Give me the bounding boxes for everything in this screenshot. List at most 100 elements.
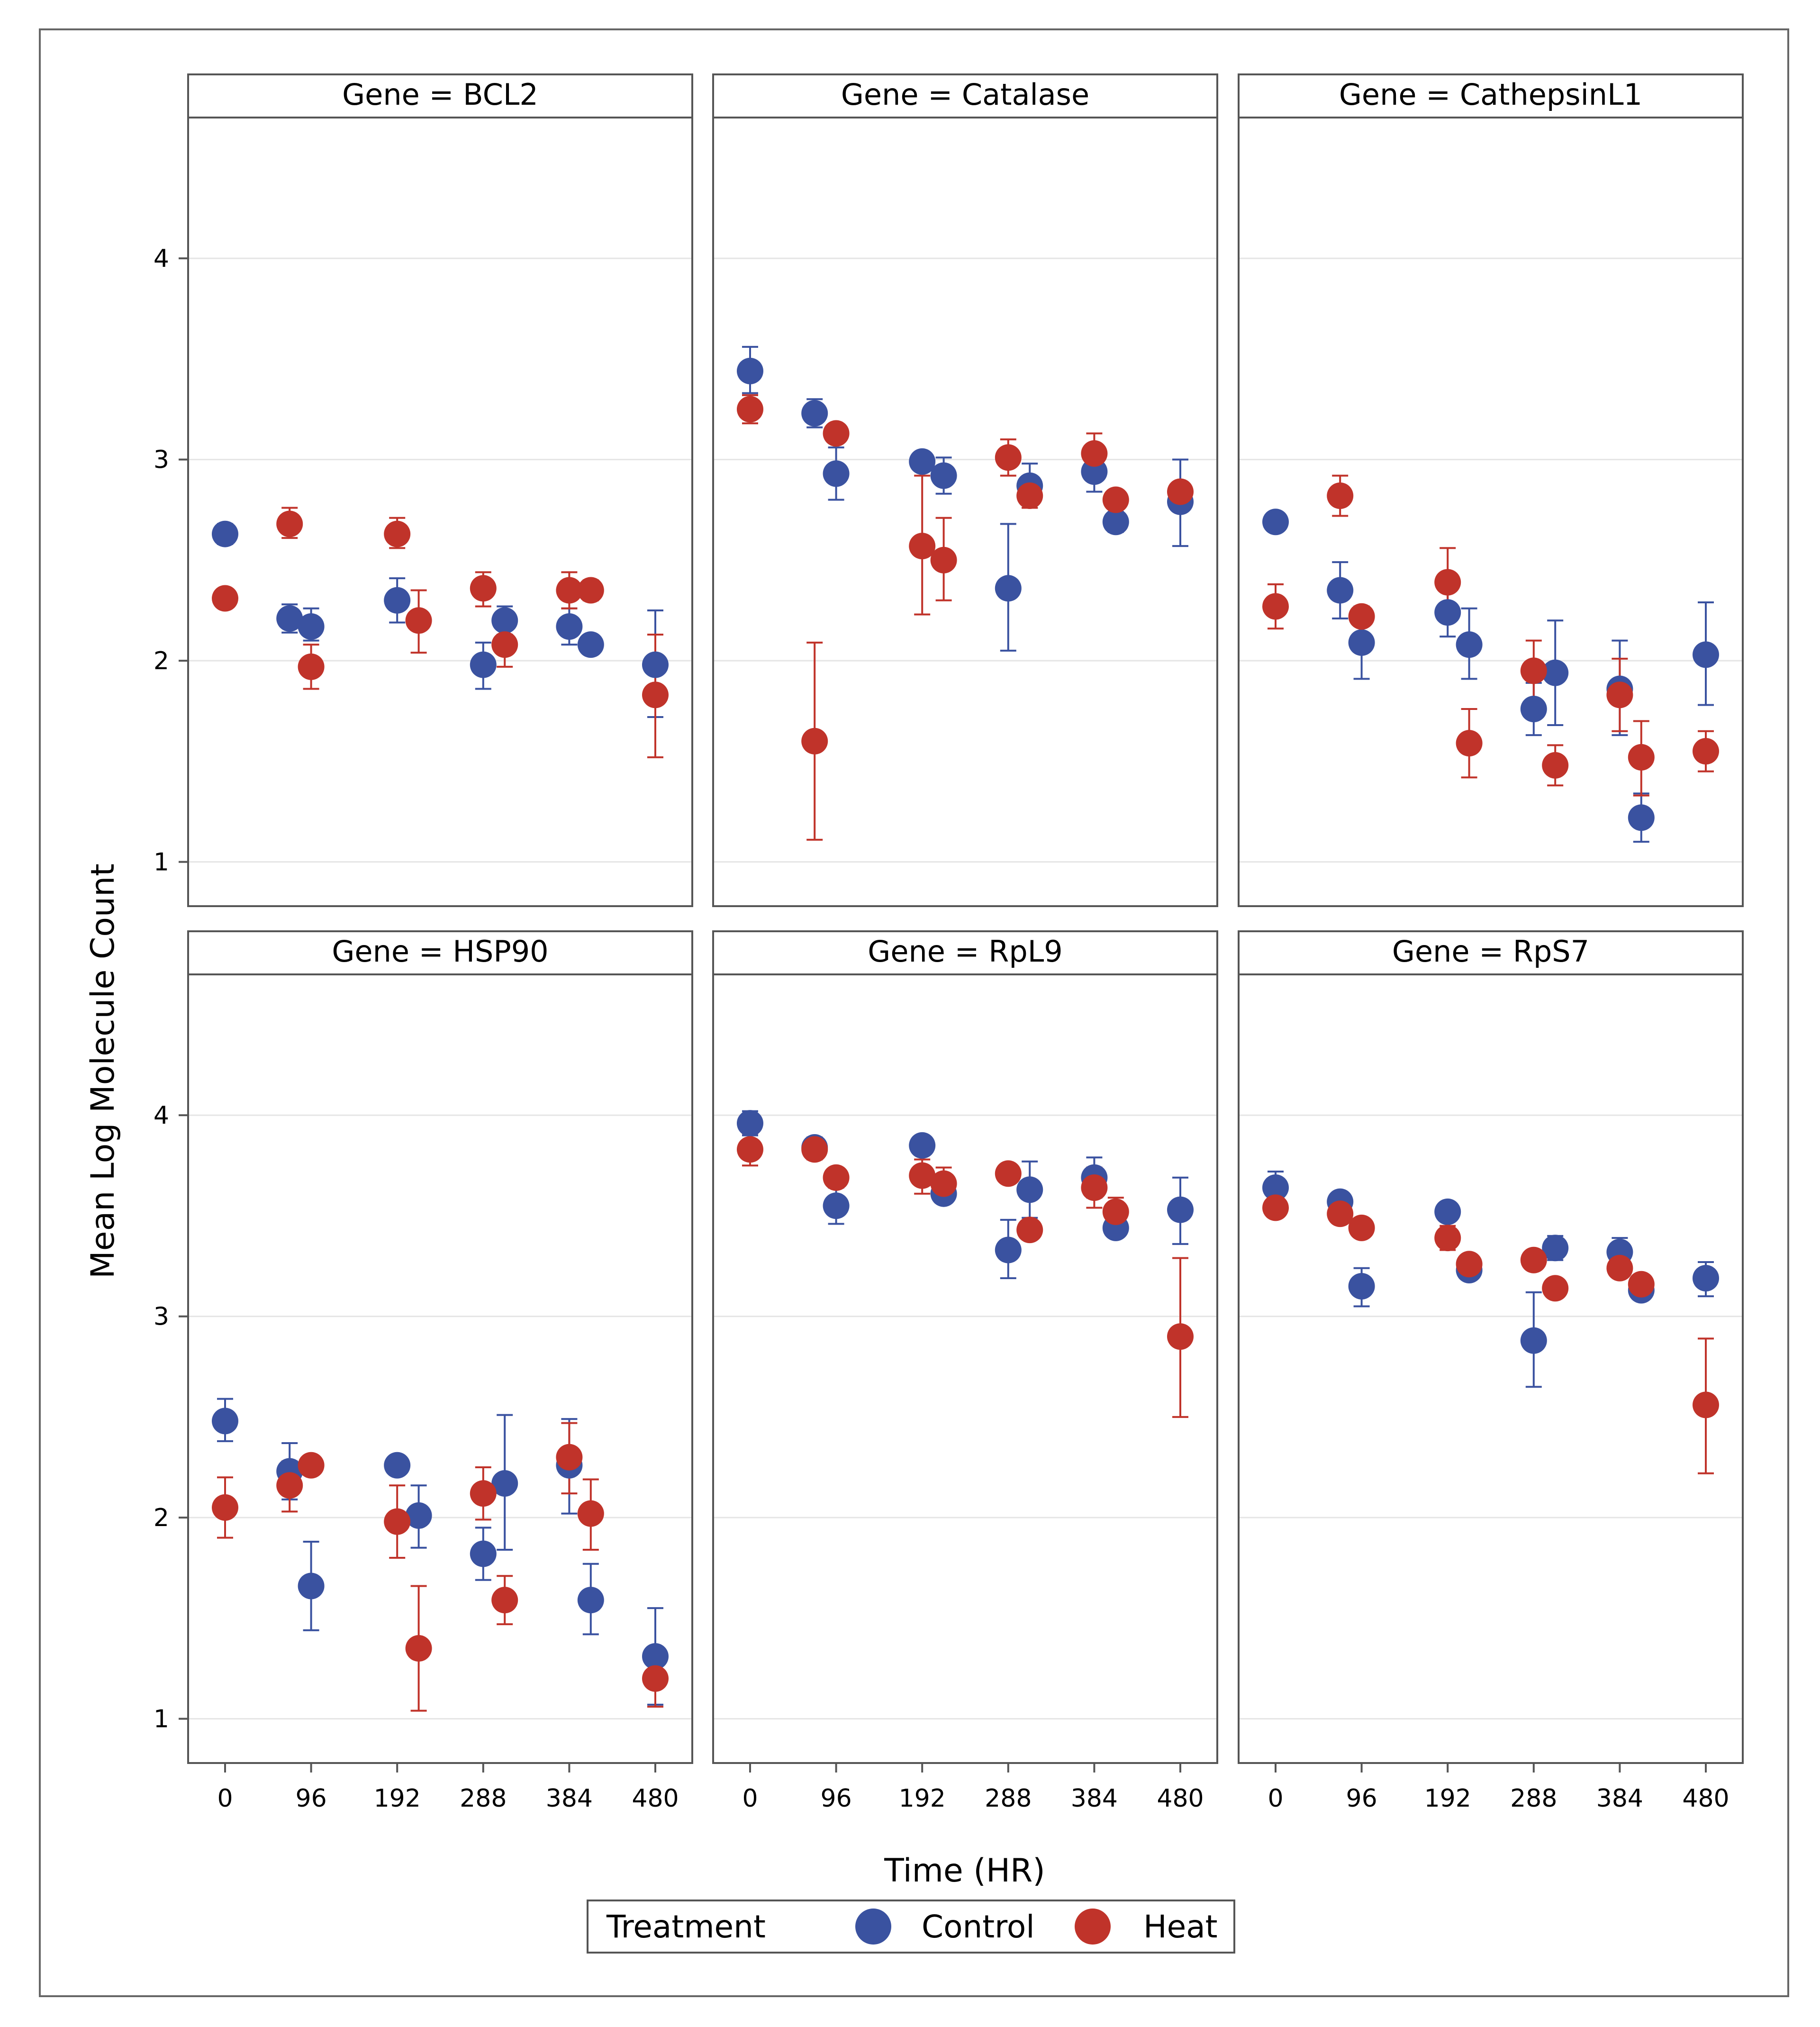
point-control [909,1132,936,1159]
point-control [1520,1327,1547,1354]
point-heat [1693,1391,1719,1418]
point-heat [909,1162,936,1189]
point-heat [1606,1254,1633,1282]
point-heat [909,533,936,560]
point-heat [1081,1174,1108,1201]
x-tick-label: 192 [374,1784,421,1813]
y-tick-label: 3 [154,446,169,474]
point-control [212,1408,238,1435]
point-control [556,613,583,640]
panel-header [1238,930,1744,975]
x-tick-label: 96 [821,1784,852,1813]
point-control [1262,1174,1289,1201]
panel: Gene = RpS7 [1238,930,1744,1764]
point-control [384,587,411,614]
point-heat [930,1170,957,1197]
point-heat [801,1136,828,1163]
point-heat [298,1452,325,1479]
point-control [212,520,238,547]
y-tick-label: 1 [154,1705,169,1734]
plot-area [1238,973,1744,1764]
point-heat [737,396,763,423]
point-heat [556,1444,583,1471]
plot-area [187,973,693,1764]
point-control [470,651,497,678]
point-heat [1693,738,1719,765]
point-control [1542,659,1569,686]
panel: Gene = BCL2 [187,73,693,907]
point-heat [1102,486,1129,513]
point-heat [491,1587,518,1614]
legend-marker-control [855,1909,891,1945]
point-heat [212,585,238,612]
point-heat [642,682,669,709]
x-tick-label: 480 [1682,1784,1729,1813]
point-heat [298,653,325,680]
point-heat [405,1635,432,1662]
point-heat [1167,1323,1194,1350]
y-tick-label: 2 [154,647,169,675]
point-heat [1520,657,1547,684]
y-tick-label: 1 [154,848,169,877]
point-control [801,400,828,427]
point-control [298,1573,325,1600]
point-heat [930,546,957,573]
point-control [823,460,850,487]
x-tick-label: 384 [1071,1784,1118,1813]
point-control [1520,696,1547,722]
point-heat [276,1472,303,1499]
panel-header [187,930,693,975]
point-heat [801,727,828,754]
y-tick-label: 2 [154,1504,169,1532]
point-control [1262,509,1289,536]
point-heat [1456,1251,1483,1278]
point-heat [823,1164,850,1191]
point-control [491,1470,518,1497]
point-control [1327,577,1354,604]
y-axis-title: Mean Log Molecule Count [84,864,122,1279]
point-heat [642,1665,669,1692]
point-heat [212,1494,238,1521]
point-heat [1542,1275,1569,1302]
legend: Treatment Control Heat [587,1900,1235,1954]
point-control [642,1643,669,1670]
y-tick-label: 4 [154,245,169,273]
legend-box [587,1900,1235,1954]
point-heat [1348,1214,1375,1241]
point-heat [737,1136,763,1163]
legend-label-control: Control [922,1909,1035,1945]
point-control [737,1110,763,1137]
x-tick-label: 288 [460,1784,507,1813]
point-heat [1520,1246,1547,1273]
point-control [577,1587,604,1614]
point-heat [1262,1194,1289,1221]
point-control [823,1192,850,1219]
point-control [1434,1198,1461,1225]
panel: Gene = Catalase [712,73,1218,907]
point-control [577,631,604,658]
plot-area [712,117,1218,907]
x-tick-label: 0 [217,1784,233,1813]
panel-title: Gene = BCL2 [342,77,538,112]
panel-title: Gene = CathepsinL1 [1339,77,1642,112]
x-tick-label: 384 [1596,1784,1643,1813]
point-heat [1102,1198,1129,1225]
x-tick-label: 192 [1424,1784,1471,1813]
plot-area [712,973,1218,1764]
point-heat [491,631,518,658]
point-heat [1081,440,1108,467]
x-tick-label: 384 [546,1784,593,1813]
y-axis-ticks: 1 2 3 4 1 2 3 4 [154,245,188,1734]
panel: Gene = HSP90 [187,930,693,1764]
point-control [642,651,669,678]
panel-header [712,73,1218,118]
panel-title: Gene = Catalase [841,77,1089,112]
point-heat [1628,744,1655,771]
panel: Gene = CathepsinL1 [1238,73,1744,907]
point-control [298,613,325,640]
point-heat [1016,482,1043,509]
x-tick-label: 192 [899,1784,946,1813]
point-heat [1327,482,1354,509]
legend-title: Treatment [606,1909,766,1945]
plot-area [1238,117,1744,907]
